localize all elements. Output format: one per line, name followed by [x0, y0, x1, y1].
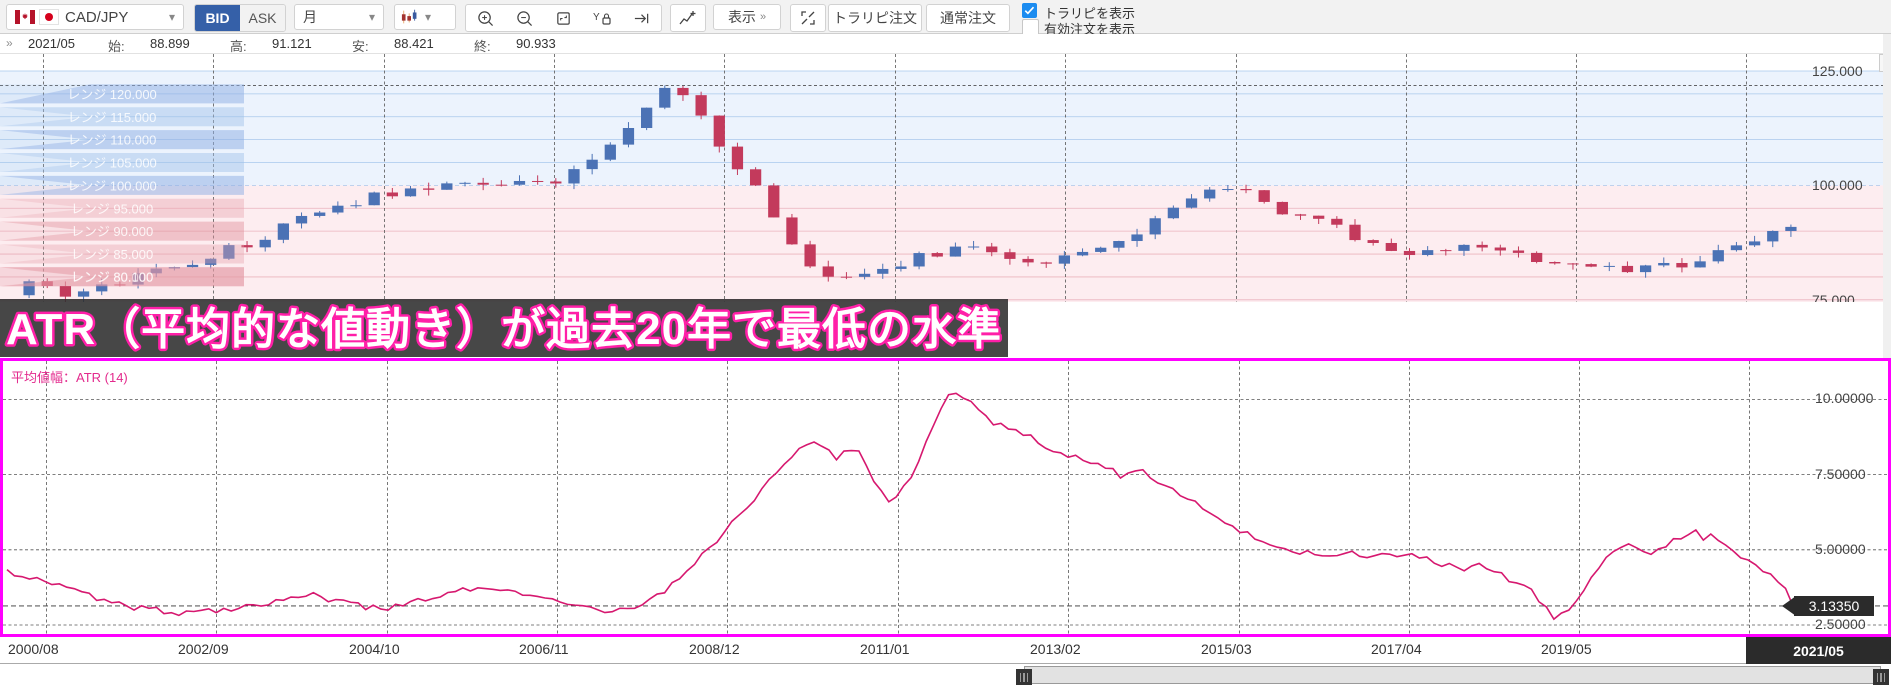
svg-text:レンジ 100.000: レンジ 100.000: [67, 178, 157, 193]
svg-text:レンジ 95.000: レンジ 95.000: [71, 201, 153, 216]
svg-text:レンジ 105.000: レンジ 105.000: [67, 156, 157, 171]
svg-text:ATR（平均的な値動き）が過去20年で最低の水準: ATR（平均的な値動き）が過去20年で最低の水準: [6, 305, 1001, 354]
svg-text:レンジ 115.000: レンジ 115.000: [68, 110, 157, 125]
svg-text:Y: Y: [593, 12, 600, 23]
svg-text:レンジ 110.000: レンジ 110.000: [68, 133, 157, 148]
svg-text:レンジ 120.000: レンジ 120.000: [67, 87, 157, 102]
svg-text:レンジ 90.000: レンジ 90.000: [71, 224, 153, 239]
svg-text:レンジ 85.000: レンジ 85.000: [71, 247, 153, 262]
svg-text:レンジ 80.100: レンジ 80.100: [71, 269, 153, 284]
